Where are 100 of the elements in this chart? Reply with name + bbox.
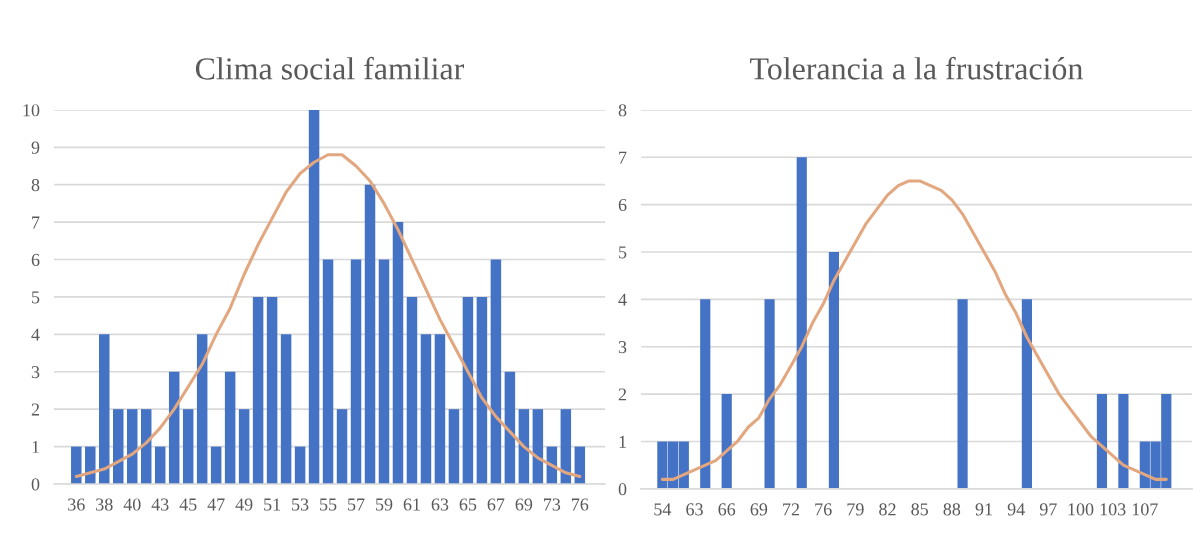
bar — [476, 296, 488, 485]
y-tick-label: 6 — [618, 198, 627, 212]
x-tick-label: 63 — [686, 503, 703, 516]
x-tick-label: 107 — [1132, 503, 1158, 516]
x-tick-label: 49 — [235, 498, 253, 511]
bar — [957, 299, 968, 489]
x-tick-label: 69 — [515, 498, 533, 511]
x-tick-label: 73 — [544, 498, 561, 511]
x-tick-label: 47 — [207, 498, 225, 511]
x-tick-label: 88 — [943, 503, 961, 516]
y-tick-label: 5 — [32, 291, 40, 304]
bar — [1096, 394, 1108, 489]
bar — [700, 299, 711, 489]
y-tick-label: 3 — [618, 341, 627, 354]
line-series — [660, 179, 1168, 481]
x-tick-label: 76 — [815, 503, 832, 516]
bar — [154, 446, 166, 485]
y-tick-label: 7 — [619, 151, 627, 164]
bar — [828, 251, 840, 489]
y-tick-label: 0 — [31, 478, 40, 491]
bar — [1021, 299, 1032, 489]
bar — [85, 446, 96, 485]
y-tick-label: 4 — [31, 328, 40, 341]
chart-title: Tolerancia a la frustración — [750, 56, 1083, 80]
x-tick-label: 51 — [264, 498, 281, 511]
x-tick-label: 67 — [487, 498, 505, 511]
bar — [280, 334, 292, 485]
bar — [721, 394, 732, 489]
x-tick-label: 43 — [151, 498, 169, 511]
bar — [504, 371, 516, 485]
y-tick-label: 8 — [618, 104, 627, 117]
y-tick-label: 9 — [31, 141, 40, 154]
x-tick-label: 103 — [1100, 503, 1126, 516]
bar — [196, 334, 208, 485]
y-tick-label: 8 — [31, 178, 40, 192]
bar — [764, 299, 775, 489]
y-tick-label: 1 — [619, 435, 626, 448]
bar — [336, 409, 348, 485]
bar — [420, 334, 432, 485]
x-tick-label: 85 — [911, 503, 929, 516]
x-tick-label: 45 — [179, 498, 197, 511]
bar — [308, 109, 320, 485]
bar — [252, 296, 264, 485]
y-tick-label: 10 — [23, 104, 40, 117]
bar — [560, 409, 572, 485]
y-tick-label: 1 — [32, 440, 39, 453]
x-tick-label: 55 — [320, 498, 337, 511]
bar — [462, 296, 474, 485]
bar — [796, 157, 807, 489]
bar — [224, 371, 236, 485]
bar — [532, 409, 544, 485]
bar — [406, 296, 418, 485]
bar — [238, 409, 250, 485]
x-tick-label: 94 — [1007, 503, 1025, 516]
x-tick-label: 66 — [718, 503, 736, 516]
chart-title: Clima social familiar — [195, 56, 464, 80]
x-tick-label: 100 — [1068, 503, 1094, 516]
x-tick-label: 79 — [847, 503, 864, 516]
bar — [1118, 394, 1129, 489]
x-tick-label: 82 — [879, 503, 896, 516]
y-tick-label: 7 — [32, 216, 40, 229]
bar — [350, 259, 362, 485]
bar — [126, 409, 138, 485]
bar — [378, 259, 390, 485]
x-tick-label: 97 — [1039, 503, 1057, 516]
x-tick-label: 38 — [96, 498, 113, 511]
x-tick-label: 54 — [654, 503, 672, 516]
bar — [71, 446, 82, 485]
x-tick-label: 65 — [459, 498, 477, 511]
y-tick-label: 2 — [31, 403, 40, 416]
bar — [448, 409, 460, 485]
line-series — [74, 153, 582, 479]
y-tick-label: 6 — [31, 253, 40, 266]
bar — [182, 409, 194, 485]
y-tick-label: 2 — [618, 388, 627, 401]
bar — [392, 222, 404, 485]
x-tick-label: 72 — [783, 503, 800, 516]
bar — [168, 371, 180, 485]
x-tick-label: 63 — [431, 498, 449, 511]
y-tick-label: 3 — [31, 366, 40, 379]
bar — [210, 446, 222, 485]
x-tick-label: 69 — [750, 503, 768, 516]
bar — [364, 184, 376, 485]
bar — [490, 259, 502, 485]
y-tick-label: 0 — [618, 483, 627, 496]
y-tick-label: 5 — [619, 246, 627, 259]
x-tick-label: 91 — [975, 503, 992, 516]
bar — [322, 259, 334, 485]
x-tick-label: 59 — [376, 498, 393, 511]
bar — [266, 296, 278, 485]
x-tick-label: 61 — [403, 498, 420, 511]
bar — [99, 334, 110, 485]
x-tick-label: 57 — [348, 498, 365, 511]
y-tick-label: 4 — [618, 293, 627, 306]
bar — [434, 334, 446, 485]
x-tick-label: 36 — [68, 498, 85, 511]
x-tick-label: 40 — [123, 498, 141, 511]
bar — [294, 446, 306, 485]
bar — [113, 409, 124, 485]
x-tick-label: 76 — [571, 498, 589, 511]
